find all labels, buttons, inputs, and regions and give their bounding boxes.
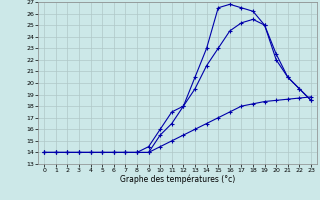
X-axis label: Graphe des températures (°c): Graphe des températures (°c) [120, 175, 235, 184]
